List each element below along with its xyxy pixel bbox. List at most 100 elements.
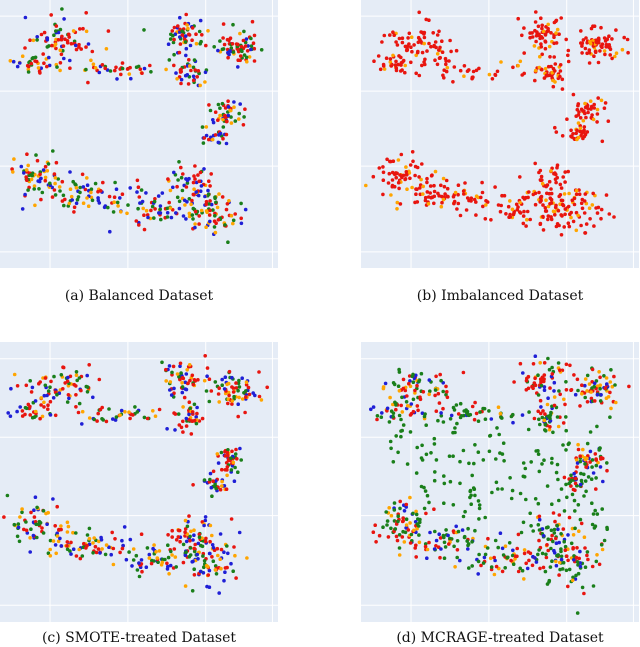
scatter-point	[192, 573, 197, 577]
scatter-point	[238, 446, 242, 451]
scatter-point	[59, 373, 64, 377]
scatter-point	[522, 577, 526, 581]
scatter-point	[164, 367, 168, 372]
scatter-point	[238, 31, 242, 36]
scatter-point	[218, 106, 222, 110]
scatter-point	[499, 60, 503, 64]
scatter-point	[97, 70, 102, 75]
scatter-point	[183, 527, 188, 531]
scatter-point	[113, 418, 118, 422]
scatter-point	[78, 190, 82, 195]
scatter-point	[554, 224, 559, 229]
scatter-point	[391, 381, 396, 385]
scatter-point-synthetic	[394, 434, 398, 438]
scatter-point	[516, 205, 520, 209]
scatter-point	[396, 180, 401, 185]
scatter-point	[15, 534, 20, 539]
scatter-point	[401, 516, 405, 520]
scatter-point	[369, 407, 373, 412]
scatter-point	[39, 66, 43, 70]
scatter-point	[557, 540, 561, 545]
scatter-point	[548, 565, 553, 569]
scatter-point	[560, 134, 565, 138]
scatter-point	[382, 33, 387, 38]
scatter-point	[191, 74, 196, 79]
scatter-point	[423, 544, 428, 549]
scatter-point	[584, 222, 589, 226]
scatter-point	[214, 200, 218, 205]
scatter-point	[250, 19, 255, 24]
scatter-point	[521, 214, 526, 218]
scatter-point	[203, 515, 208, 519]
scatter-point	[179, 425, 184, 430]
scatter-point	[36, 522, 41, 527]
scatter-point-synthetic	[399, 429, 403, 433]
scatter-point	[603, 386, 608, 390]
scatter-point	[582, 472, 586, 477]
scatter-point	[374, 540, 378, 544]
scatter-point	[65, 520, 70, 525]
scatter-point	[85, 176, 89, 180]
scatter-point	[225, 450, 230, 455]
scatter-point	[574, 476, 578, 481]
scatter-point	[552, 20, 557, 25]
scatter-point-synthetic	[508, 476, 512, 480]
scatter-point	[156, 194, 161, 198]
scatter-point	[122, 525, 127, 529]
scatter-svg-mcrage	[361, 342, 639, 622]
scatter-point-synthetic	[591, 512, 596, 516]
scatter-point	[194, 421, 199, 426]
scatter-point	[395, 207, 399, 211]
scatter-point-synthetic	[419, 484, 424, 489]
scatter-point	[500, 546, 505, 551]
scatter-point	[493, 558, 497, 563]
scatter-point	[54, 551, 58, 556]
scatter-point	[561, 560, 566, 565]
scatter-point	[19, 164, 24, 169]
scatter-point	[131, 547, 136, 551]
scatter-point	[422, 35, 427, 40]
scatter-point	[511, 65, 515, 70]
scatter-point	[575, 461, 580, 465]
scatter-point	[415, 404, 420, 408]
scatter-point	[180, 385, 185, 389]
scatter-point	[145, 213, 150, 217]
scatter-point	[592, 106, 596, 110]
scatter-point-synthetic	[473, 443, 477, 447]
scatter-point	[415, 383, 419, 388]
scatter-point-synthetic	[543, 423, 548, 427]
scatter-point	[512, 211, 516, 215]
scatter-point	[531, 386, 535, 390]
scatter-point	[375, 417, 379, 422]
scatter-point	[206, 192, 211, 197]
scatter-point	[536, 552, 540, 557]
caption-balanced: (a) Balanced Dataset	[64, 288, 214, 304]
scatter-point	[237, 117, 241, 121]
scatter-point	[54, 29, 58, 33]
scatter-point	[401, 529, 405, 534]
scatter-point	[414, 53, 418, 58]
scatter-point	[135, 568, 140, 572]
scatter-point	[560, 77, 565, 82]
scatter-point	[176, 178, 180, 182]
scatter-point	[89, 58, 93, 63]
scatter-point-synthetic	[442, 481, 447, 486]
scatter-point-synthetic	[398, 506, 402, 511]
scatter-point	[572, 202, 577, 207]
scatter-point	[583, 231, 588, 235]
scatter-point	[516, 569, 521, 574]
scatter-point	[78, 27, 82, 31]
scatter-point	[8, 414, 13, 418]
scatter-point	[79, 47, 83, 51]
scatter-point	[63, 37, 67, 41]
scatter-point-synthetic	[542, 458, 546, 462]
scatter-point	[191, 180, 196, 185]
scatter-point	[211, 559, 216, 563]
scatter-point	[539, 42, 543, 46]
scatter-point	[404, 505, 408, 509]
scatter-point	[579, 133, 583, 138]
scatter-point	[408, 176, 412, 181]
scatter-point	[107, 545, 111, 549]
scatter-point	[56, 177, 60, 181]
scatter-point	[29, 390, 34, 394]
